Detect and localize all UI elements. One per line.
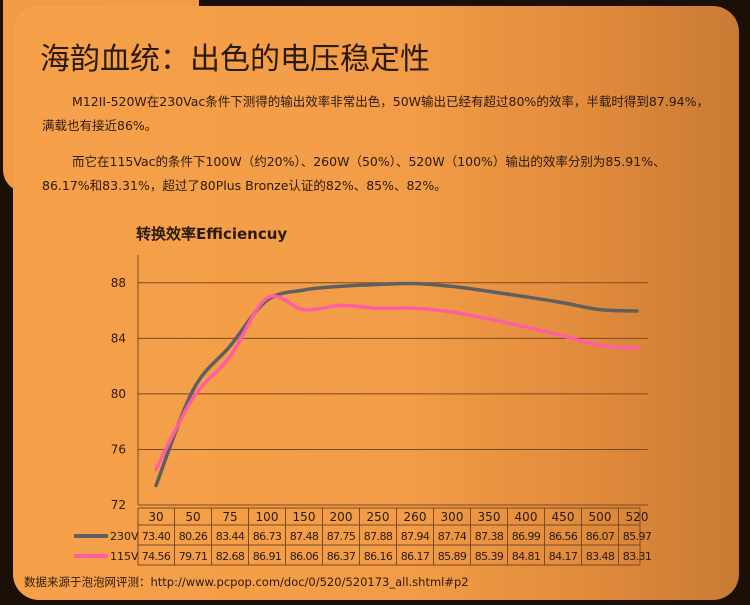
data-label: 82.68 bbox=[216, 550, 245, 563]
x-tick-label: 400 bbox=[515, 510, 538, 524]
data-label: 87.38 bbox=[475, 530, 504, 543]
x-tick-label: 350 bbox=[478, 510, 501, 524]
data-label: 84.81 bbox=[512, 550, 541, 563]
data-label: 84.17 bbox=[549, 550, 578, 563]
x-tick-label: 520 bbox=[626, 510, 649, 524]
x-tick-label: 500 bbox=[589, 510, 612, 524]
data-label: 73.40 bbox=[142, 530, 171, 543]
data-label: 86.17 bbox=[401, 550, 430, 563]
data-table: 30 50 75 100 150 200 250 260 300 350 400 450 500 520 2… bbox=[74, 507, 652, 566]
x-tick-label: 450 bbox=[552, 510, 575, 524]
data-label: 87.88 bbox=[364, 530, 393, 543]
legend-label-115V: 115V bbox=[110, 550, 139, 563]
x-tick-label: 250 bbox=[367, 510, 390, 524]
data-label: 86.06 bbox=[290, 550, 319, 563]
data-label: 85.89 bbox=[438, 550, 467, 563]
x-tick-label: 100 bbox=[256, 510, 279, 524]
data-label: 87.74 bbox=[438, 530, 467, 543]
x-tick-label: 50 bbox=[185, 510, 200, 524]
series-line-230V bbox=[154, 281, 639, 488]
data-label: 87.48 bbox=[290, 530, 319, 543]
x-tick-label: 260 bbox=[404, 510, 427, 524]
content-card bbox=[13, 6, 739, 600]
intro-paragraph-1: M12II-520W在230Vac条件下测得的输出效率非常出色，50W输出已经有… bbox=[42, 94, 709, 133]
data-label: 87.75 bbox=[327, 530, 356, 543]
page-title: 海韵血统：出色的电压稳定性 bbox=[40, 42, 430, 77]
data-label: 86.99 bbox=[512, 530, 541, 543]
grid-layer: 72 76 80 84 88 bbox=[111, 255, 648, 512]
data-label: 86.37 bbox=[327, 550, 356, 563]
x-tick-label: 150 bbox=[293, 510, 316, 524]
data-label: 80.26 bbox=[179, 530, 208, 543]
data-label: 83.44 bbox=[216, 530, 245, 543]
x-tick-label: 200 bbox=[330, 510, 353, 524]
chart-title: 转换效率Efficiencuy bbox=[136, 225, 287, 243]
data-label: 86.16 bbox=[364, 550, 393, 563]
y-tick-label: 72 bbox=[111, 498, 126, 512]
data-label: 86.91 bbox=[253, 550, 282, 563]
data-label: 85.97 bbox=[623, 530, 652, 543]
data-label: 87.94 bbox=[401, 530, 430, 543]
data-label: 86.56 bbox=[549, 530, 578, 543]
data-label: 74.56 bbox=[142, 550, 171, 563]
x-tick-label: 75 bbox=[222, 510, 237, 524]
intro-paragraph-2: 而它在115Vac的条件下100W（约20%）、260W（50%）、520W（1… bbox=[42, 154, 666, 193]
data-label: 83.48 bbox=[586, 550, 615, 563]
y-tick-label: 88 bbox=[111, 276, 126, 290]
data-label: 79.71 bbox=[179, 550, 208, 563]
source-note: 数据来源于泡泡网评测：http://www.pcpop.com/doc/0/52… bbox=[24, 575, 469, 589]
data-label: 83.31 bbox=[623, 550, 652, 563]
x-tick-label: 30 bbox=[148, 510, 163, 524]
legend-label-230V: 230V bbox=[110, 530, 139, 543]
data-label: 86.07 bbox=[586, 530, 615, 543]
y-tick-label: 80 bbox=[111, 387, 126, 401]
y-tick-label: 84 bbox=[111, 331, 126, 345]
series-line-115V bbox=[154, 294, 639, 472]
series-layer bbox=[154, 281, 639, 488]
x-tick-label: 300 bbox=[441, 510, 464, 524]
data-label: 86.73 bbox=[253, 530, 282, 543]
y-tick-label: 76 bbox=[111, 442, 126, 456]
data-label: 85.39 bbox=[475, 550, 504, 563]
